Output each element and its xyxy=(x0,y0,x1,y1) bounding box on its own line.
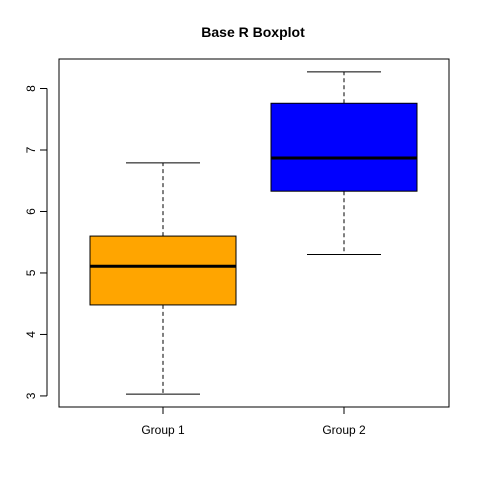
x-tick-label: Group 2 xyxy=(322,423,366,437)
y-tick-label: 6 xyxy=(24,208,38,215)
plot-area: 3 4 5 6 7 8 Group 1 Group 2 xyxy=(24,58,450,437)
y-tick-label: 8 xyxy=(24,85,38,92)
y-tick-label: 4 xyxy=(24,331,38,338)
box-2 xyxy=(270,102,418,192)
y-tick-label: 3 xyxy=(24,392,38,399)
box-1 xyxy=(89,235,237,306)
x-tick-label: Group 1 xyxy=(141,423,185,437)
y-tick-label: 5 xyxy=(24,269,38,276)
chart-title: Base R Boxplot xyxy=(201,24,305,40)
y-tick-label: 7 xyxy=(24,146,38,153)
